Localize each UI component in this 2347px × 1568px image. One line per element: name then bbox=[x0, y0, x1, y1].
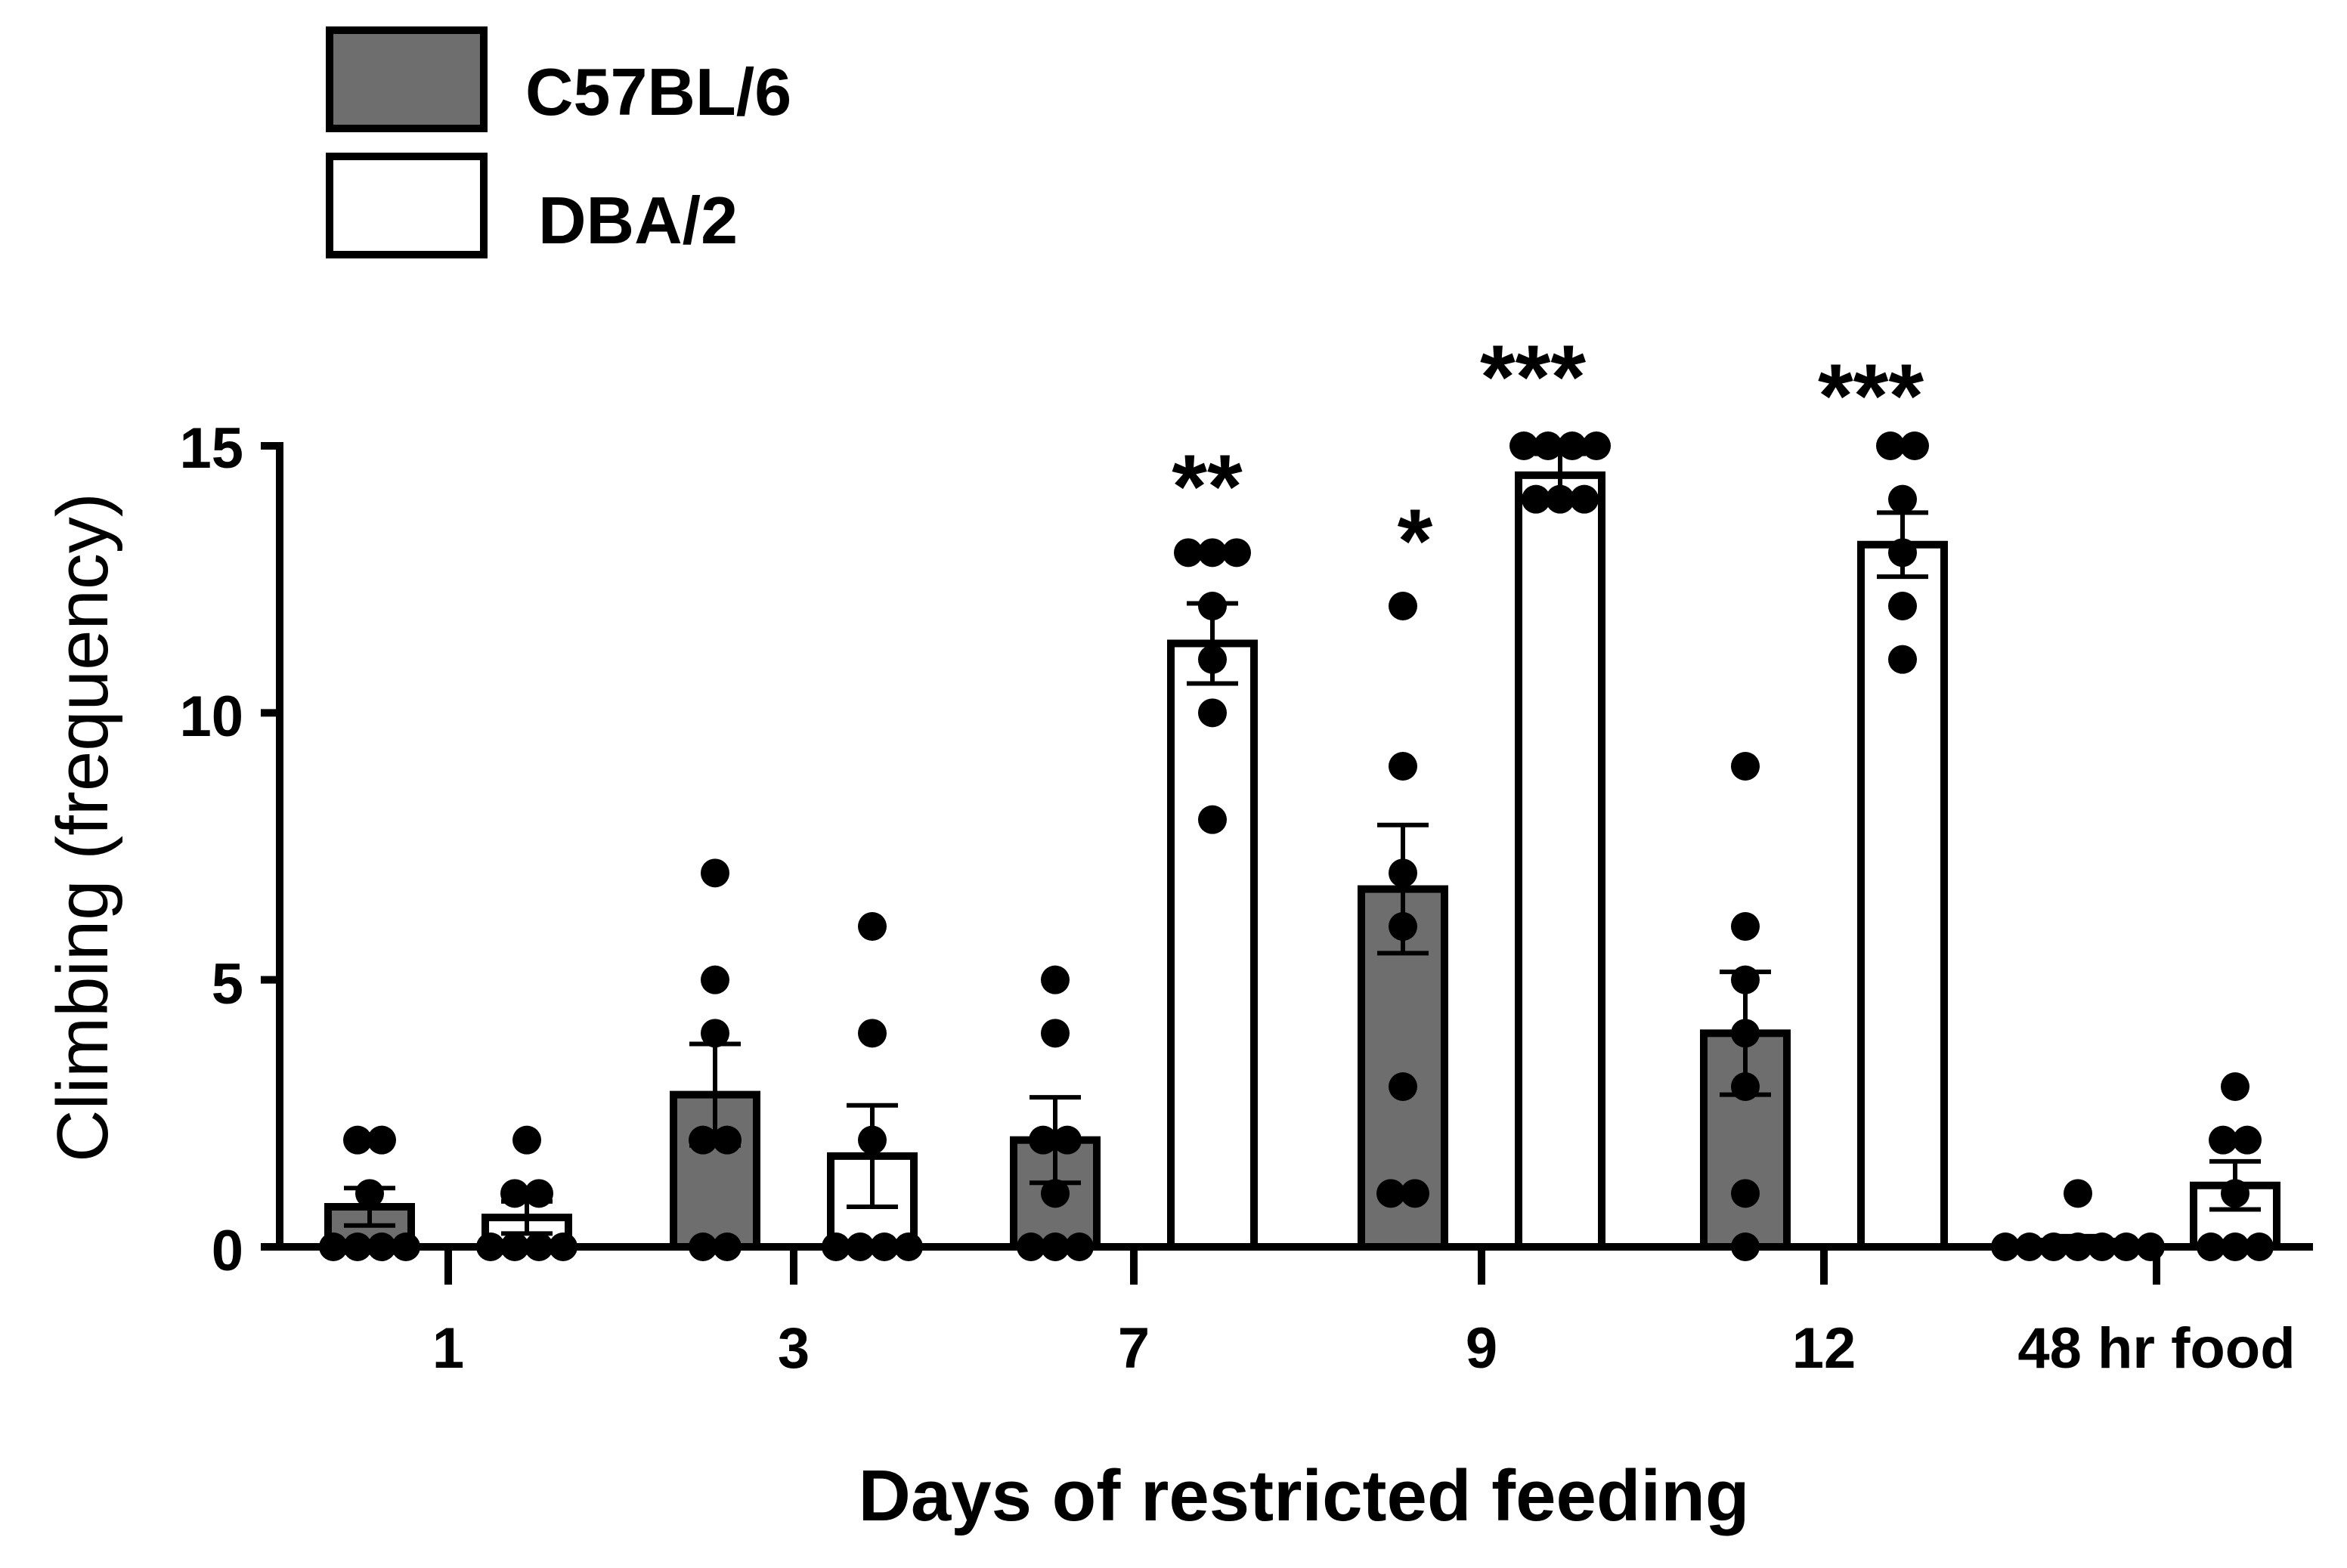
x-tick-label-3: 3 bbox=[778, 1316, 810, 1381]
data-point-c57bl6-1-0 bbox=[343, 1125, 372, 1155]
data-point-c57bl6-12-1 bbox=[1731, 912, 1760, 941]
data-point-c57bl6-48hrfood-0 bbox=[2064, 1179, 2092, 1208]
x-axis-title: Days of restricted feeding bbox=[859, 1455, 1750, 1536]
bar-dba2-7 bbox=[1167, 639, 1258, 1251]
legend: C57BL/6 DBA/2 bbox=[326, 26, 791, 258]
data-marks bbox=[319, 431, 2280, 1261]
data-point-dba2-9-5 bbox=[1546, 484, 1574, 514]
data-point-dba2-48hrfood-0 bbox=[2221, 1072, 2249, 1101]
data-point-c57bl6-9-1 bbox=[1389, 752, 1417, 781]
data-point-dba2-12-2 bbox=[1888, 484, 1917, 514]
legend-swatch-dba2 bbox=[326, 153, 488, 258]
significance-label-day9-dba2: *** bbox=[1480, 326, 1586, 428]
data-point-dba2-7-2 bbox=[1222, 538, 1251, 568]
data-point-dba2-12-1 bbox=[1900, 431, 1929, 460]
data-point-c57bl6-7-1 bbox=[1041, 1019, 1070, 1048]
data-point-dba2-9-1 bbox=[1534, 431, 1562, 460]
y-tick-label-10: 10 bbox=[179, 685, 243, 749]
data-point-c57bl6-3-2 bbox=[701, 1019, 729, 1048]
data-point-c57bl6-12-2 bbox=[1731, 965, 1760, 994]
data-point-dba2-7-1 bbox=[1198, 538, 1227, 568]
data-point-c57bl6-12-4 bbox=[1731, 1072, 1760, 1101]
data-point-dba2-9-2 bbox=[1558, 431, 1587, 460]
data-point-c57bl6-3-1 bbox=[701, 965, 729, 994]
data-point-c57bl6-7-3 bbox=[1053, 1125, 1082, 1155]
data-point-dba2-1-0 bbox=[512, 1125, 541, 1155]
y-tick-label-5: 5 bbox=[212, 952, 243, 1016]
significance-label-day12-dba2: *** bbox=[1818, 345, 1924, 447]
data-point-c57bl6-7-2 bbox=[1029, 1125, 1057, 1155]
data-point-c57bl6-3-4 bbox=[713, 1125, 742, 1155]
data-point-dba2-7-0 bbox=[1174, 538, 1203, 568]
data-point-dba2-1-2 bbox=[525, 1179, 553, 1208]
x-tick-label-12: 12 bbox=[1792, 1316, 1856, 1381]
data-point-dba2-7-6 bbox=[1198, 805, 1227, 834]
data-point-c57bl6-1-1 bbox=[367, 1125, 396, 1155]
data-point-c57bl6-9-5 bbox=[1376, 1179, 1405, 1208]
x-tick-label-7: 7 bbox=[1118, 1316, 1150, 1381]
x-tick-label-1: 1 bbox=[432, 1316, 464, 1381]
data-point-c57bl6-7-0 bbox=[1041, 965, 1070, 994]
data-point-c57bl6-9-3 bbox=[1389, 912, 1417, 941]
bar-dba2-9 bbox=[1515, 471, 1605, 1251]
x-tick-label-9: 9 bbox=[1466, 1316, 1497, 1381]
y-tick-label-15: 15 bbox=[179, 416, 243, 481]
data-point-dba2-12-5 bbox=[1888, 645, 1917, 674]
data-point-c57bl6-1-2 bbox=[355, 1179, 384, 1208]
data-point-c57bl6-9-2 bbox=[1389, 858, 1417, 888]
data-point-dba2-3-2 bbox=[858, 1125, 887, 1155]
data-point-c57bl6-12-0 bbox=[1731, 752, 1760, 781]
data-point-c57bl6-9-0 bbox=[1389, 592, 1417, 620]
data-point-dba2-1-1 bbox=[500, 1179, 529, 1208]
data-point-dba2-48hrfood-2 bbox=[2233, 1125, 2262, 1155]
data-point-c57bl6-9-4 bbox=[1389, 1072, 1417, 1101]
legend-swatch-c57bl6 bbox=[326, 26, 488, 132]
data-point-dba2-9-3 bbox=[1582, 431, 1611, 460]
data-point-c57bl6-12-3 bbox=[1731, 1019, 1760, 1048]
data-point-dba2-7-3 bbox=[1198, 592, 1227, 620]
data-point-dba2-12-4 bbox=[1888, 592, 1917, 620]
data-point-dba2-9-0 bbox=[1509, 431, 1538, 460]
data-point-dba2-3-1 bbox=[858, 1019, 887, 1048]
significance-label-day9-c57bl6: * bbox=[1398, 490, 1433, 592]
data-point-dba2-3-0 bbox=[858, 912, 887, 941]
y-tick-label-0: 0 bbox=[212, 1219, 243, 1283]
significance-label-day7-dba2: ** bbox=[1172, 436, 1243, 537]
data-point-c57bl6-3-3 bbox=[689, 1125, 717, 1155]
data-point-dba2-9-4 bbox=[1522, 484, 1550, 514]
axes bbox=[261, 442, 2313, 1285]
data-point-c57bl6-12-5 bbox=[1731, 1179, 1760, 1208]
data-point-c57bl6-7-4 bbox=[1041, 1179, 1070, 1208]
data-point-dba2-9-6 bbox=[1570, 484, 1599, 514]
data-point-c57bl6-9-6 bbox=[1401, 1179, 1429, 1208]
x-tick-label-48hr: 48 hr food bbox=[2017, 1316, 2295, 1381]
legend-label-c57bl6: C57BL/6 bbox=[525, 54, 791, 129]
data-point-dba2-12-3 bbox=[1888, 538, 1917, 568]
data-point-dba2-48hrfood-3 bbox=[2221, 1179, 2249, 1208]
data-point-c57bl6-3-0 bbox=[701, 858, 729, 888]
legend-label-dba2: DBA/2 bbox=[538, 183, 738, 258]
data-point-dba2-7-4 bbox=[1198, 645, 1227, 674]
data-point-dba2-12-0 bbox=[1876, 431, 1905, 460]
y-axis-title: Climbing (frequency) bbox=[42, 493, 123, 1162]
data-point-dba2-7-5 bbox=[1198, 698, 1227, 728]
data-point-dba2-48hrfood-1 bbox=[2209, 1125, 2237, 1155]
